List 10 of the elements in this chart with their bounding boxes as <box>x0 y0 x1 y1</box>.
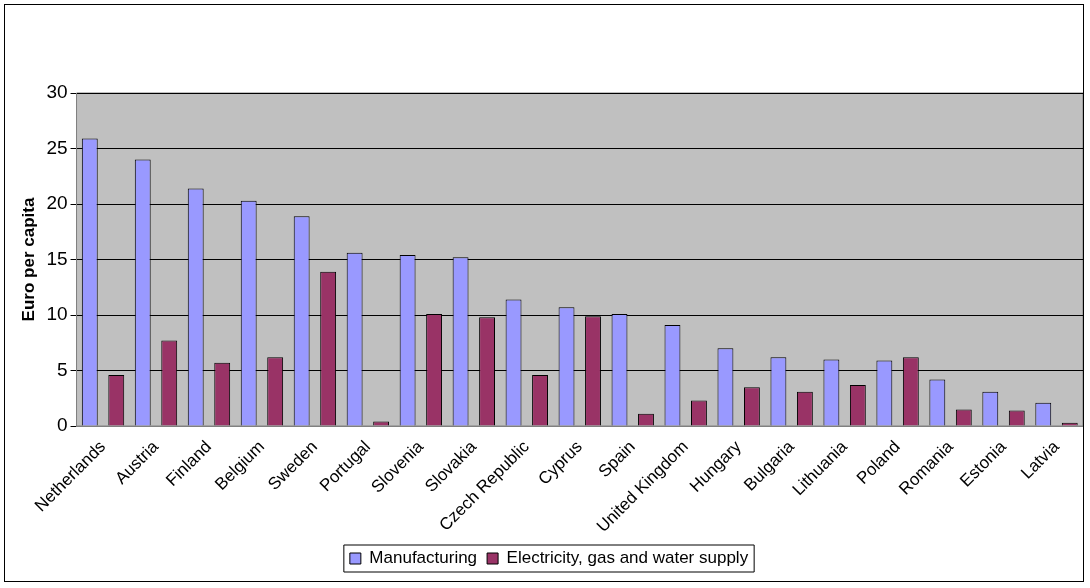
y-tick-label: 30 <box>46 81 68 103</box>
y-axis-title: Euro per capita <box>18 197 38 322</box>
y-tick-label: 10 <box>46 303 68 325</box>
legend-label: Manufacturing <box>369 548 478 568</box>
y-tick-label: 20 <box>46 192 68 214</box>
legend-label: Electricity, gas and water supply <box>506 548 749 568</box>
y-tick-label: 15 <box>46 247 68 269</box>
y-tick-label: 5 <box>56 358 68 380</box>
y-tick-label: 25 <box>46 136 68 158</box>
y-tick-label: 0 <box>56 414 68 436</box>
